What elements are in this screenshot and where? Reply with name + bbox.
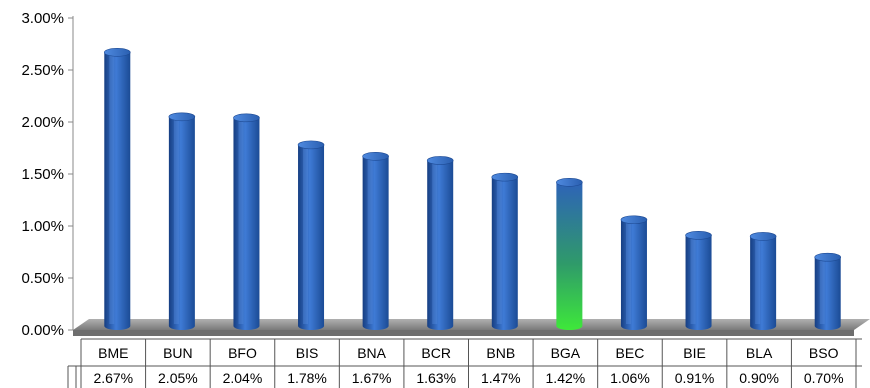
bar-body: [362, 156, 389, 330]
category-label: BNA: [357, 345, 386, 361]
category-label: BNB: [486, 345, 515, 361]
category-label: BIE: [683, 345, 706, 361]
category-label: BFO: [228, 345, 257, 361]
value-label: 0.90%: [739, 370, 779, 386]
data-table: BME 2.67% BUN 2.05% BFO 2.04% BIS 1.78% BNA 1.67%…: [67, 338, 862, 388]
y-tick-label: 1.00%: [21, 218, 64, 235]
bar-cap: [685, 231, 712, 240]
category-label: BME: [98, 345, 128, 361]
bar-bnb: [491, 172, 519, 330]
bar-highlight-strip: [432, 162, 438, 324]
y-tick-label: 0.00%: [21, 322, 64, 339]
bar-bna: [362, 152, 389, 330]
y-tick-label: 2.50%: [21, 62, 64, 79]
floor-front: [73, 330, 854, 336]
bar-body: [556, 182, 583, 330]
bar-bme: [103, 48, 131, 330]
bar-cap: [749, 232, 777, 241]
bar-bga: [556, 178, 583, 330]
bar-body: [814, 257, 841, 330]
bar-bie: [685, 231, 712, 330]
bar-bso: [814, 252, 842, 330]
value-label: 2.05%: [158, 370, 198, 386]
bar-body: [620, 219, 647, 330]
bar-body: [298, 144, 325, 330]
bar-highlight-strip: [367, 158, 373, 324]
floor-top: [73, 319, 870, 330]
bar-bis: [297, 140, 325, 330]
bar-body: [491, 177, 518, 330]
bar-cap: [168, 112, 196, 122]
bar-bla: [749, 232, 777, 330]
y-tick-label: 3.00%: [21, 10, 64, 27]
bar-highlight-strip: [625, 221, 631, 324]
bar-highlight-strip: [303, 146, 309, 324]
chart-floor: [73, 319, 870, 336]
bar-cap: [814, 252, 842, 262]
bar-highlight-strip: [109, 54, 115, 324]
bar-highlight-strip: [238, 119, 244, 324]
bar-highlight-strip: [690, 237, 696, 324]
bar-body: [104, 52, 131, 330]
bar-cap: [103, 48, 131, 57]
y-tick-label: 0.50%: [21, 270, 64, 287]
y-tick-label: 2.00%: [21, 114, 64, 131]
bar-cap: [426, 156, 454, 165]
value-label: 1.42%: [546, 370, 586, 386]
bar-highlight-strip: [173, 118, 179, 324]
bar-bfo: [233, 113, 260, 330]
bar-bec: [620, 215, 648, 330]
value-label: 0.91%: [675, 370, 715, 386]
bar-body: [168, 116, 195, 330]
bar-cap: [297, 140, 325, 150]
y-tick-label: 1.50%: [21, 166, 64, 183]
category-label: BUN: [163, 345, 193, 361]
category-label: BGA: [551, 345, 581, 361]
bar-body: [427, 160, 454, 330]
value-label: 0.70%: [804, 370, 844, 386]
bar-bcr: [426, 156, 454, 330]
category-label: BSO: [809, 345, 839, 361]
value-label: 2.67%: [93, 370, 133, 386]
bar-highlight-strip: [755, 238, 761, 324]
bar-cap: [233, 113, 260, 123]
bar-cap: [556, 178, 583, 187]
bar-cap: [620, 215, 648, 225]
bar-cap: [491, 172, 519, 182]
bar-highlight-strip: [819, 259, 825, 324]
category-label: BLA: [746, 345, 773, 361]
bar-body: [685, 235, 712, 330]
category-label: BEC: [616, 345, 645, 361]
category-label: BIS: [296, 345, 319, 361]
y-axis: 0.00% 0.50% 1.00% 1.50% 2.00% 2.50% 3.00%: [21, 10, 74, 339]
value-label: 2.04%: [223, 370, 263, 386]
category-label: BCR: [421, 345, 451, 361]
value-label: 1.78%: [287, 370, 327, 386]
value-label: 1.06%: [610, 370, 650, 386]
bar-body: [750, 236, 777, 330]
bar-highlight-strip: [496, 179, 502, 324]
value-label: 1.67%: [352, 370, 392, 386]
value-label: 1.47%: [481, 370, 521, 386]
bar-bun: [168, 112, 196, 330]
value-label: 1.63%: [416, 370, 456, 386]
bar-cap: [362, 152, 389, 161]
bar-body: [233, 117, 260, 330]
bar-series: [103, 48, 842, 330]
